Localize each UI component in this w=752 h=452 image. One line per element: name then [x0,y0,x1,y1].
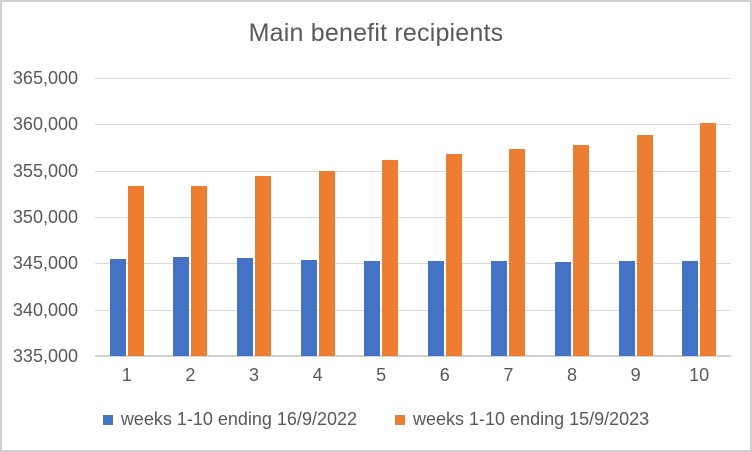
legend-marker-icon [102,414,113,425]
chart-title: Main benefit recipients [248,19,504,47]
bar-series1-week-5 [364,261,381,356]
legend-marker-icon [395,414,405,425]
legend-label: weeks 1-10 ending 16/9/2022 [120,409,357,429]
x-axis-tick-label: 1 [121,365,132,385]
bar-series2-week-1 [127,185,144,356]
bar-series2-week-6 [445,154,462,356]
x-axis-line [95,355,731,357]
bar-series1-week-3 [237,257,253,356]
gridline [95,170,731,172]
bar-series2-week-5 [382,160,399,356]
x-axis-tick-label: 6 [439,365,450,385]
bar-series2-week-2 [191,186,208,356]
x-axis-tick-label: 4 [312,365,323,385]
bar-series1-week-7 [491,261,508,356]
legend-item-series2: weeks 1-10 ending 15/9/2023 [395,409,649,430]
bar-series2-week-3 [255,176,271,356]
x-axis-tick-label: 7 [503,365,514,385]
y-axis-tick-label: 345,000 [12,253,78,274]
y-axis-tick-label: 360,000 [12,114,78,135]
bar-series1-week-9 [618,261,635,356]
y-axis-tick-label: 340,000 [12,299,78,320]
x-axis-tick-label: 9 [630,365,641,385]
bar-series1-week-6 [427,260,444,356]
bar-series1-week-10 [682,260,699,356]
x-axis-tick-label: 2 [185,365,196,385]
gridline [95,124,731,126]
gridline [95,309,731,311]
y-axis-tick-label: 350,000 [12,207,78,227]
bar-series2-week-7 [509,149,526,356]
bar-series1-week-1 [109,258,126,356]
y-axis-tick-label: 355,000 [12,160,78,181]
legend-label: weeks 1-10 ending 15/9/2023 [413,409,650,429]
legend: weeks 1-10 ending 16/9/2022 weeks 1-10 en… [2,409,750,430]
x-axis-tick-label: 8 [566,365,577,385]
bar-series2-week-4 [318,170,335,356]
bar-series2-week-8 [573,144,589,356]
y-axis-tick-label: 335,000 [12,346,78,366]
bar-series1-week-2 [173,256,190,356]
y-axis-tick-label: 365,000 [12,68,78,88]
x-axis-tick-label: 10 [689,365,710,385]
gridline [95,217,731,218]
bar-series1-week-8 [555,262,571,356]
x-axis-tick-label: 5 [376,365,387,385]
gridline [95,263,731,265]
plot-area: 1 2 3 4 5 6 7 8 9 10 [95,78,731,385]
gridline [95,78,731,79]
legend-item-series1: weeks 1-10 ending 16/9/2022 [102,409,357,430]
bar-series1-week-4 [300,259,317,356]
bar-series2-week-10 [700,123,717,356]
bar-series2-week-9 [636,134,653,356]
x-axis-tick-label: 3 [248,365,259,385]
